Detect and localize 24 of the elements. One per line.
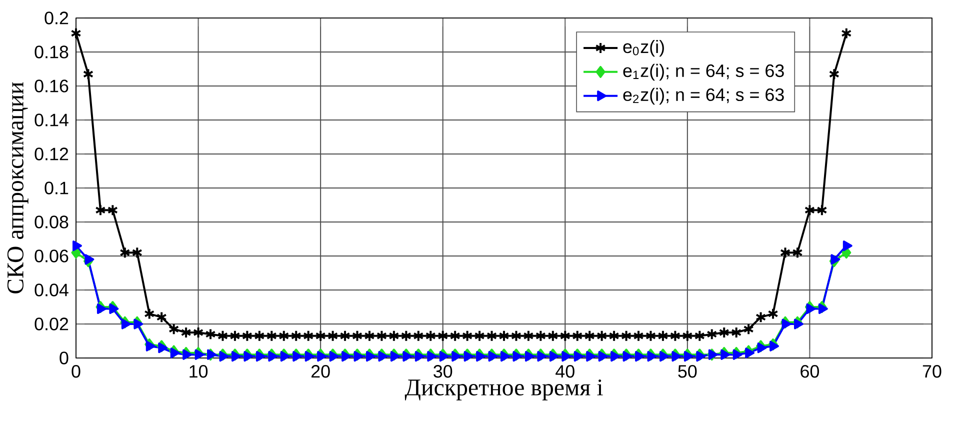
y-tick-label: 0 [60, 352, 68, 364]
x-tick-label: 70 [922, 365, 942, 378]
y-tick-label: 0.18 [34, 46, 68, 58]
x-tick-label: 50 [678, 365, 697, 378]
x-tick-label: 30 [434, 365, 452, 378]
y-tick-label: 0.06 [34, 250, 68, 262]
x-tick-label: 40 [556, 365, 574, 378]
legend-label: e$_{1}$z(i); n = 64; s = 63 [623, 64, 784, 81]
y-tick-label: 0.1 [44, 182, 68, 194]
x-axis-title: Дискретное время i [404, 379, 603, 400]
y-tick-label: 0.2 [44, 12, 68, 24]
x-tick-label: 20 [312, 365, 330, 378]
y-tick-label: 0.14 [34, 114, 68, 126]
y-tick-label: 0.04 [34, 284, 68, 296]
y-tick-label: 0.16 [34, 80, 68, 92]
y-tick-label: 0.02 [34, 318, 68, 330]
legend-label: e$_{2}$z(i); n = 64; s = 63 [623, 88, 784, 105]
y-tick-label: 0.12 [34, 148, 68, 160]
x-tick-label: 10 [190, 365, 208, 378]
legend-label: e$_{0}$z(i) [623, 40, 664, 57]
x-tick-label: 60 [800, 365, 819, 378]
y-tick-label: 0.08 [34, 216, 68, 228]
x-tick-label: 0 [72, 365, 80, 378]
y-axis-title: СКО аппроксимации [7, 82, 28, 294]
